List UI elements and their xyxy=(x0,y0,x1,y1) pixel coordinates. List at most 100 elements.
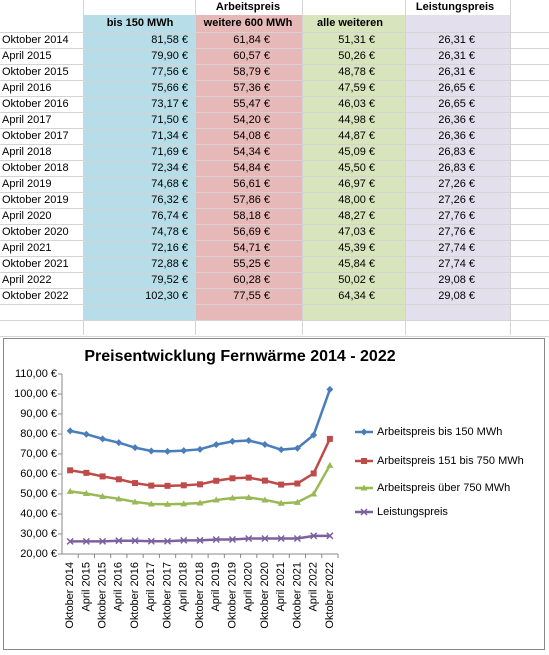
cell-value: 74,78 € xyxy=(151,226,188,238)
row-label: April 2017 xyxy=(2,114,52,126)
cell-value: 71,34 € xyxy=(151,130,188,142)
cell-value: 79,90 € xyxy=(151,50,188,62)
point xyxy=(66,537,74,545)
legend-label: Arbeitspreis über 750 MWh xyxy=(377,482,510,494)
point xyxy=(164,482,171,489)
point xyxy=(66,427,74,435)
cell-value: 26,65 € xyxy=(438,98,475,110)
cell-value: 76,32 € xyxy=(151,194,188,206)
point xyxy=(83,469,90,476)
point xyxy=(115,537,123,545)
point xyxy=(131,498,139,505)
cell-value: 71,69 € xyxy=(151,146,188,158)
point xyxy=(213,477,220,484)
point xyxy=(66,487,74,494)
point xyxy=(293,498,301,505)
point xyxy=(67,467,74,474)
point xyxy=(212,496,220,503)
point xyxy=(180,500,188,507)
point xyxy=(99,435,107,443)
y-tick-label: 80,00 € xyxy=(20,428,57,440)
cell-value: 72,88 € xyxy=(151,258,188,270)
cell-value: 29,08 € xyxy=(438,274,475,286)
point xyxy=(245,474,252,481)
cell-value: 29,08 € xyxy=(438,290,475,302)
x-tick-label: Oktober 2014 xyxy=(64,562,76,629)
column-fill xyxy=(302,15,405,320)
cell-value: 26,31 € xyxy=(438,50,475,62)
cell-value: 45,09 € xyxy=(338,146,375,158)
row-label: Oktober 2018 xyxy=(2,162,69,174)
cell-value: 77,56 € xyxy=(151,66,188,78)
point xyxy=(293,534,301,543)
point xyxy=(131,537,139,545)
point xyxy=(212,441,220,449)
cell-value: 75,66 € xyxy=(151,82,188,94)
point xyxy=(115,476,122,483)
cell-value: 57,36 € xyxy=(233,82,270,94)
point xyxy=(278,481,285,488)
cell-value: 48,27 € xyxy=(338,210,375,222)
cell-value: 27,76 € xyxy=(438,210,475,222)
legend-label: Arbeitspreis bis 150 MWh xyxy=(377,426,502,438)
cell-value: 61,84 € xyxy=(233,34,270,46)
chart-title: Preisentwicklung Fernwärme 2014 - 2022 xyxy=(84,348,395,365)
x-tick-label: April 2016 xyxy=(113,562,125,612)
cell-value: 72,34 € xyxy=(151,162,188,174)
point xyxy=(245,534,253,543)
point xyxy=(99,473,106,480)
point xyxy=(164,500,172,507)
row-label: Oktober 2019 xyxy=(2,194,69,206)
x-tick-label: April 2018 xyxy=(178,562,190,612)
cell-value: 81,58 € xyxy=(151,34,188,46)
column-header: bis 150 MWh xyxy=(107,17,174,29)
cell-value: 51,31 € xyxy=(338,34,375,46)
cell-value: 58,79 € xyxy=(233,66,270,78)
cell-value: 47,59 € xyxy=(338,82,375,94)
cell-value: 45,39 € xyxy=(338,242,375,254)
point xyxy=(361,458,367,464)
cell-value: 77,55 € xyxy=(233,290,270,302)
row-label: April 2019 xyxy=(2,178,52,190)
point xyxy=(212,535,220,544)
x-tick-label: Oktober 2018 xyxy=(194,562,206,629)
point xyxy=(326,461,334,468)
group-header: Arbeitspreis xyxy=(216,1,280,13)
y-tick-label: 110,00 € xyxy=(15,368,57,380)
cell-value: 54,08 € xyxy=(233,130,270,142)
x-tick-label: Oktober 2016 xyxy=(129,562,141,629)
legend-label: Arbeitspreis 151 bis 750 MWh xyxy=(377,455,524,467)
point xyxy=(360,484,368,491)
y-tick-label: 70,00 € xyxy=(20,448,57,460)
legend-label: Leistungspreis xyxy=(377,506,448,518)
cell-value: 50,02 € xyxy=(338,274,375,286)
cell-value: 58,18 € xyxy=(233,210,270,222)
cell-value: 54,84 € xyxy=(233,162,270,174)
point xyxy=(310,532,318,540)
cell-value: 54,34 € xyxy=(233,146,270,158)
point xyxy=(294,480,301,487)
point xyxy=(164,447,172,455)
cell-backgrounds xyxy=(83,15,510,320)
point xyxy=(261,534,269,543)
point xyxy=(310,431,318,439)
point xyxy=(228,494,236,501)
point xyxy=(180,447,188,455)
y-tick-label: 90,00 € xyxy=(20,408,57,420)
x-tick-label: Oktober 2019 xyxy=(226,562,238,629)
column-header: Leistungspreis xyxy=(416,1,494,13)
point xyxy=(360,428,368,436)
point xyxy=(228,535,237,544)
cell-value: 57,86 € xyxy=(233,194,270,206)
row-label: April 2015 xyxy=(2,50,52,62)
cell-value: 26,65 € xyxy=(438,82,475,94)
cell-value: 48,00 € xyxy=(338,194,375,206)
x-tick-label: April 2020 xyxy=(243,562,255,612)
point xyxy=(228,437,236,445)
cell-value: 26,36 € xyxy=(438,130,475,142)
row-label: April 2020 xyxy=(2,210,52,222)
column-fill xyxy=(195,15,302,320)
point xyxy=(326,385,334,393)
point xyxy=(132,480,139,487)
point xyxy=(245,493,253,500)
